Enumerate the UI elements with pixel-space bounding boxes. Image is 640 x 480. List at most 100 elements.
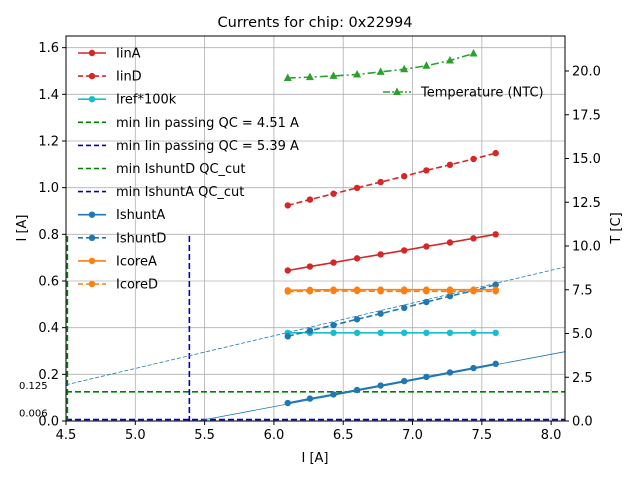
y-tick-label: 0.4 bbox=[38, 321, 59, 336]
data-point bbox=[353, 255, 361, 262]
data-point bbox=[492, 231, 499, 238]
data-point bbox=[377, 288, 384, 295]
legend-label: IinA bbox=[116, 47, 141, 62]
chart-title: Currents for chip: 0x22994 bbox=[218, 15, 413, 31]
data-point bbox=[353, 70, 362, 78]
y-tick-label: 1.2 bbox=[38, 135, 59, 150]
data-point bbox=[446, 239, 454, 246]
data-point bbox=[353, 329, 361, 336]
x-tick-label: 5.5 bbox=[194, 428, 215, 443]
hline-value-label: 0.125 bbox=[19, 381, 48, 392]
legend-label: IshuntD bbox=[116, 231, 166, 246]
data-point bbox=[469, 49, 478, 57]
data-point bbox=[305, 72, 314, 81]
data-point bbox=[492, 329, 499, 336]
data-point bbox=[470, 288, 477, 295]
data-point bbox=[283, 73, 292, 81]
y2-tick-label: 2.5 bbox=[572, 371, 593, 386]
data-point bbox=[306, 327, 314, 334]
data-point bbox=[401, 304, 408, 312]
data-point bbox=[329, 71, 338, 79]
x-tick-label: 8.0 bbox=[541, 428, 562, 443]
data-point bbox=[446, 369, 454, 376]
data-point bbox=[377, 382, 384, 389]
data-point bbox=[423, 288, 430, 295]
data-point bbox=[401, 247, 408, 254]
data-point bbox=[446, 292, 454, 300]
legend-label: min IshuntD QC_cut bbox=[116, 162, 246, 177]
x-tick-label: 6.0 bbox=[264, 428, 285, 443]
threshold-vlines bbox=[66, 236, 191, 421]
y2-tick-label: 5.0 bbox=[572, 327, 593, 342]
y-tick-label: 0.0 bbox=[38, 415, 59, 430]
x-tick-label: 5.0 bbox=[125, 428, 146, 443]
data-point bbox=[306, 288, 314, 295]
data-point bbox=[330, 321, 337, 329]
data-point bbox=[470, 155, 477, 163]
data-point bbox=[492, 360, 499, 368]
legend-label: IcoreD bbox=[116, 278, 158, 293]
y-tick-label: 1.6 bbox=[38, 41, 59, 56]
y-tick-label: 1.4 bbox=[38, 88, 59, 103]
data-point bbox=[422, 61, 431, 69]
data-point bbox=[400, 64, 409, 73]
data-point bbox=[423, 329, 430, 336]
legend-label: IinD bbox=[116, 70, 142, 85]
data-point bbox=[377, 178, 384, 186]
y-tick-label: 1.0 bbox=[38, 181, 59, 196]
data-point bbox=[492, 281, 499, 288]
data-point bbox=[353, 287, 361, 295]
legend-label: IshuntA bbox=[116, 208, 165, 223]
y-tick-label: 0.2 bbox=[38, 368, 59, 383]
legend-label: Temperature (NTC) bbox=[420, 86, 544, 101]
grid bbox=[65, 36, 565, 422]
data-point bbox=[470, 235, 477, 242]
data-point bbox=[330, 190, 337, 197]
legend-label: IcoreA bbox=[116, 254, 157, 269]
legend-marker bbox=[88, 72, 96, 80]
y2-tick-label: 17.5 bbox=[572, 108, 601, 123]
legend-marker bbox=[88, 211, 96, 218]
data-point bbox=[446, 288, 454, 295]
y2-tick-label: 12.5 bbox=[572, 196, 601, 211]
data-point bbox=[401, 173, 408, 180]
data-point bbox=[445, 56, 454, 64]
legend-marker bbox=[88, 257, 96, 265]
data-point bbox=[330, 329, 337, 336]
data-point bbox=[492, 288, 499, 295]
series-line-Temperature (NTC) bbox=[287, 52, 474, 79]
data-point bbox=[284, 399, 291, 407]
data-point bbox=[401, 288, 408, 295]
hline-value-label: 0.006 bbox=[19, 409, 48, 420]
legend-marker bbox=[88, 234, 96, 241]
data-point bbox=[284, 202, 291, 209]
data-point bbox=[492, 149, 499, 157]
x-tick-label: 7.0 bbox=[402, 428, 423, 443]
data-point bbox=[401, 329, 408, 336]
legend-label: min Iin passing QC = 5.39 A bbox=[116, 139, 299, 154]
data-point bbox=[377, 251, 384, 258]
threshold-labels: 0.125 0.006 bbox=[19, 381, 48, 420]
plot-frame bbox=[65, 35, 566, 422]
series-line-IinA bbox=[287, 233, 496, 272]
data-point bbox=[446, 161, 454, 168]
data-point bbox=[330, 259, 337, 266]
y-tick-label: 0.8 bbox=[38, 228, 59, 243]
series-line-IshuntD bbox=[287, 283, 496, 338]
data-point bbox=[377, 329, 384, 336]
data-point bbox=[446, 329, 454, 336]
legend-marker bbox=[88, 49, 96, 57]
data-point bbox=[423, 373, 430, 381]
data-point bbox=[330, 287, 337, 295]
x-axis-label: I [A] bbox=[301, 451, 328, 466]
x-tick-label: 7.5 bbox=[471, 428, 492, 443]
data-point bbox=[423, 298, 430, 306]
data-point bbox=[353, 184, 361, 192]
fit-line-1 bbox=[65, 266, 566, 386]
legend: IinA IinD Iref*100k min Iin passing QC = 4.… bbox=[78, 47, 299, 293]
legend-marker bbox=[88, 96, 96, 103]
series-layer bbox=[283, 49, 499, 407]
x-axis-ticks: 4.5 5.0 5.5 6.0 6.5 7.0 7.5 8.0 bbox=[56, 421, 562, 443]
legend-label: Iref*100k bbox=[116, 93, 177, 108]
